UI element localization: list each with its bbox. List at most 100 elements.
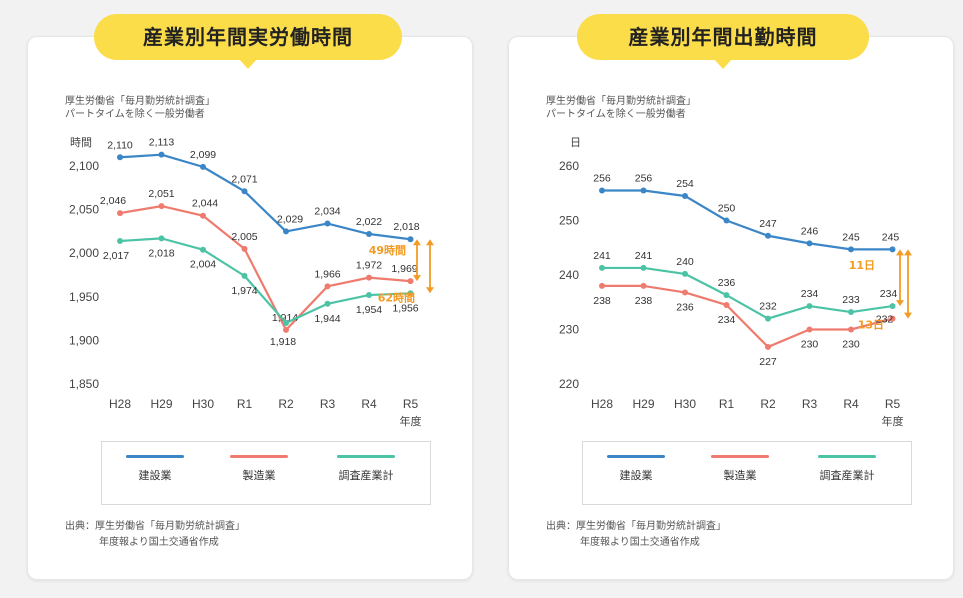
legend-swatch-all-industries xyxy=(337,455,395,458)
x-tick-label: R1 xyxy=(237,397,253,411)
data-label-all_industries: 1,954 xyxy=(356,304,382,316)
gap-annotation-label: 62時間 xyxy=(378,290,415,304)
data-point-construction xyxy=(324,220,331,227)
data-point-all_industries xyxy=(599,264,605,271)
data-label-construction: 250 xyxy=(718,203,736,215)
data-label-manufacturing: 227 xyxy=(759,356,777,368)
data-label-all_industries: 240 xyxy=(676,256,694,268)
data-point-all_industries xyxy=(158,235,165,242)
data-point-manufacturing xyxy=(723,301,730,308)
data-point-all_industries xyxy=(889,303,896,310)
x-tick-label: H28 xyxy=(109,397,131,411)
data-label-construction: 2,018 xyxy=(393,221,419,233)
data-label-construction: 245 xyxy=(882,231,900,243)
gap-arrow-head xyxy=(413,239,421,246)
data-point-construction xyxy=(117,154,123,161)
data-point-manufacturing xyxy=(682,289,688,296)
x-tick-label: H29 xyxy=(150,397,172,411)
data-label-manufacturing: 234 xyxy=(718,314,736,326)
data-label-manufacturing: 230 xyxy=(842,339,860,351)
data-point-manufacturing xyxy=(200,212,206,219)
data-point-manufacturing xyxy=(117,210,123,217)
y-tick-label: 1,900 xyxy=(69,333,99,347)
data-label-construction: 2,071 xyxy=(231,173,257,185)
data-label-construction: 2,110 xyxy=(107,139,133,151)
source-detail: 年度報より国土交通省作成 xyxy=(580,537,700,548)
legend-label-manufacturing: 製造業 xyxy=(242,469,276,482)
legend-item-all-industries: 調査産業計 xyxy=(321,455,411,483)
data-label-all_industries: 2,004 xyxy=(190,259,216,271)
data-point-construction xyxy=(283,228,289,235)
legend-label-all-industries: 調査産業計 xyxy=(338,469,394,482)
x-tick-label: R2 xyxy=(278,397,294,411)
x-tick-label: R5 xyxy=(403,397,419,411)
data-label-all_industries: 2,017 xyxy=(103,250,129,262)
y-tick-label: 2,050 xyxy=(69,203,99,217)
legend-item-construction: 建設業 xyxy=(110,455,200,483)
data-point-manufacturing xyxy=(806,326,813,333)
source-detail: 年度報より国土交通省作成 xyxy=(99,537,219,548)
legend-label-construction: 建設業 xyxy=(619,469,653,482)
data-label-manufacturing: 2,046 xyxy=(100,195,126,207)
series-line-manufacturing xyxy=(602,284,893,349)
data-point-manufacturing xyxy=(889,315,896,322)
y-tick-label: 260 xyxy=(559,159,579,173)
data-label-manufacturing: 1,972 xyxy=(356,260,382,272)
x-tick-label: R4 xyxy=(843,397,859,411)
x-axis-unit: 年度 xyxy=(400,414,422,428)
data-label-construction: 2,022 xyxy=(356,216,382,228)
x-tick-label: R3 xyxy=(802,397,818,411)
chart-legend: 建設業 製造業 調査産業計 xyxy=(582,441,912,505)
data-point-all_industries xyxy=(366,292,372,299)
legend-swatch-manufacturing xyxy=(711,455,769,458)
gap-arrow-head xyxy=(896,249,904,256)
chart-title-working-hours: 産業別年間実労働時間 xyxy=(94,14,402,69)
data-label-manufacturing: 2,005 xyxy=(231,231,257,243)
gap-annotation-label: 13日 xyxy=(858,319,884,332)
data-point-manufacturing xyxy=(599,282,605,289)
data-point-manufacturing xyxy=(765,343,771,350)
x-tick-label: R3 xyxy=(320,397,336,411)
legend-item-manufacturing: 製造業 xyxy=(695,455,785,483)
data-label-construction: 2,034 xyxy=(314,206,340,218)
data-label-manufacturing: 236 xyxy=(676,301,694,313)
legend-item-all-industries: 調査産業計 xyxy=(802,455,892,483)
data-label-construction: 246 xyxy=(801,225,819,237)
survey-note: 厚生労働省「毎月勤労統計調査」 パートタイムを除く一般労働者 xyxy=(546,96,696,120)
x-tick-label: R5 xyxy=(885,397,901,411)
series-line-manufacturing xyxy=(119,205,411,332)
data-label-construction: 256 xyxy=(593,173,611,185)
data-label-construction: 254 xyxy=(676,178,694,190)
y-axis-unit: 時間 xyxy=(70,136,92,149)
data-point-all_industries xyxy=(640,264,647,271)
data-point-manufacturing xyxy=(366,274,372,281)
data-point-all_industries xyxy=(241,272,248,279)
data-label-construction: 245 xyxy=(842,231,860,243)
data-label-all_industries: 1,944 xyxy=(314,313,340,325)
x-tick-label: H30 xyxy=(674,397,696,411)
data-point-all_industries xyxy=(765,315,771,322)
x-axis-unit: 年度 xyxy=(882,414,904,428)
data-point-all_industries xyxy=(283,319,289,326)
data-point-all_industries xyxy=(682,270,688,277)
data-label-all_industries: 233 xyxy=(842,294,860,306)
legend-swatch-manufacturing xyxy=(230,455,288,458)
data-point-manufacturing xyxy=(283,326,289,333)
data-point-construction xyxy=(241,188,248,195)
legend-label-all-industries: 調査産業計 xyxy=(819,469,875,482)
series-line-all_industries xyxy=(119,237,411,325)
y-tick-label: 240 xyxy=(559,268,579,282)
data-label-construction: 2,099 xyxy=(190,149,216,161)
data-label-all_industries: 1,956 xyxy=(392,302,418,314)
data-point-all_industries xyxy=(723,292,730,299)
y-tick-label: 1,950 xyxy=(69,290,99,304)
data-point-construction xyxy=(848,246,854,253)
y-tick-label: 1,850 xyxy=(69,377,99,391)
y-tick-label: 230 xyxy=(559,323,579,337)
data-point-construction xyxy=(889,246,896,253)
y-axis-unit: 日 xyxy=(570,136,581,149)
data-label-all_industries: 234 xyxy=(801,288,819,300)
legend-swatch-all-industries xyxy=(818,455,876,458)
data-point-manufacturing xyxy=(324,283,331,290)
series-line-all_industries xyxy=(602,266,893,320)
